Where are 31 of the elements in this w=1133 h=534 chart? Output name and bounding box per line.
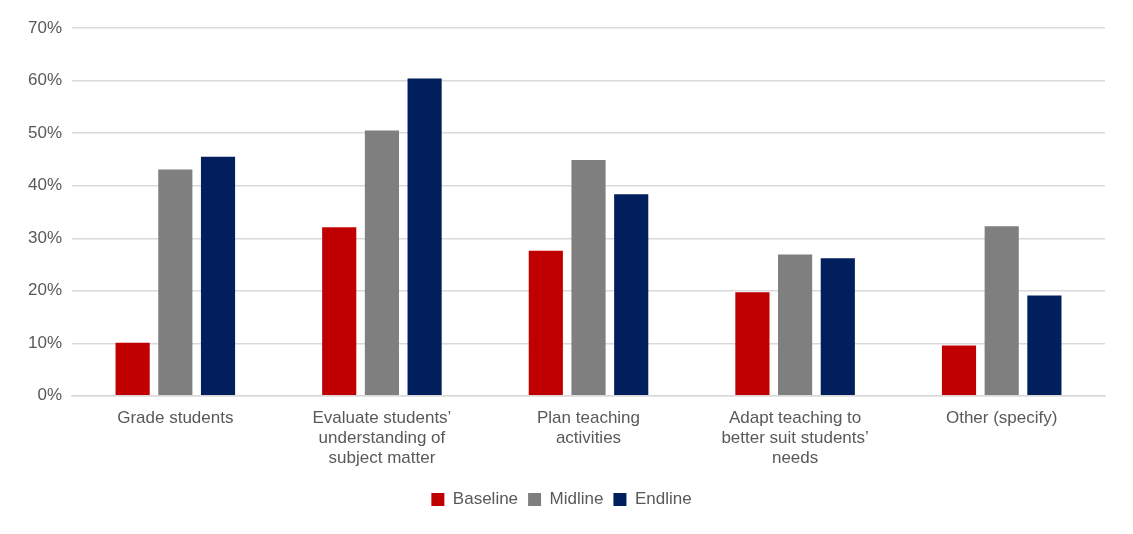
x-tick-label: Adapt teaching to better suit students’ needs	[721, 407, 869, 468]
bar	[1027, 295, 1062, 396]
bar	[984, 226, 1019, 396]
x-tick-label: Other (specify)	[945, 407, 1058, 427]
bar	[528, 250, 563, 396]
bar	[158, 169, 193, 396]
y-tick-label: 50%	[27, 122, 63, 142]
bar	[941, 345, 977, 396]
bar	[778, 254, 813, 396]
x-tick-label: Grade students	[117, 407, 234, 427]
y-tick-label: 30%	[27, 227, 63, 247]
bar	[322, 227, 357, 396]
bar	[820, 258, 855, 396]
bar	[735, 292, 770, 396]
legend-label: Baseline	[452, 489, 519, 509]
y-tick-label: 0%	[37, 385, 63, 405]
y-tick-label: 60%	[27, 70, 63, 90]
y-tick-label: 20%	[27, 280, 63, 300]
x-tick-label: Plan teaching activities	[537, 407, 641, 448]
bar	[364, 130, 399, 396]
legend-label: Midline	[549, 489, 604, 509]
y-tick-label: 40%	[27, 175, 63, 195]
bar	[614, 194, 649, 396]
y-tick-label: 70%	[27, 17, 63, 37]
bar	[407, 78, 442, 396]
bar	[200, 156, 236, 396]
legend-label: Endline	[634, 489, 692, 509]
bar	[115, 342, 150, 396]
x-tick-label: Evaluate students’ understanding of subject matter	[312, 407, 452, 468]
y-tick-label: 10%	[27, 332, 63, 352]
bar	[571, 160, 606, 396]
